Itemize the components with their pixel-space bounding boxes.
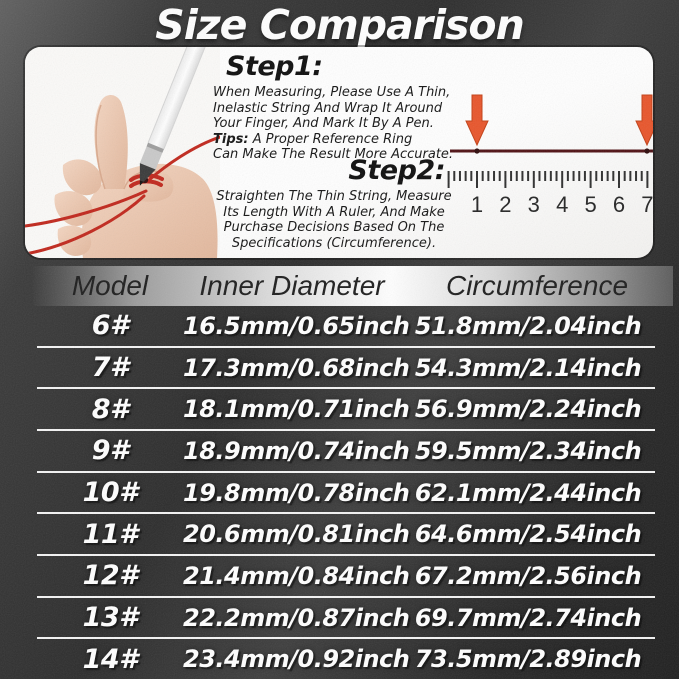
cell-circumference: 56.9mm/2.24inch bbox=[414, 395, 642, 424]
instruction-card: Step1: When Measuring, Please Use A Thin… bbox=[25, 47, 653, 258]
cell-inner-diameter: 20.6mm/0.81inch bbox=[183, 520, 410, 549]
ruler-number: 4 bbox=[556, 192, 568, 217]
cell-model: 8# bbox=[91, 393, 129, 425]
cell-circumference: 54.3mm/2.14inch bbox=[414, 353, 642, 382]
cell-circumference: 69.7mm/2.74inch bbox=[414, 603, 642, 632]
table-row: 7# 17.3mm/0.68inch 54.3mm/2.14inch bbox=[37, 348, 655, 390]
step2-heading: Step2: bbox=[348, 155, 445, 186]
ruler-number: 2 bbox=[499, 192, 511, 217]
table-row: 11# 20.6mm/0.81inch 64.6mm/2.54inch bbox=[37, 514, 655, 557]
header-circumference: Circumference bbox=[445, 270, 629, 301]
hand-photo-illustration bbox=[25, 47, 220, 258]
cell-inner-diameter: 18.9mm/0.74inch bbox=[183, 436, 410, 465]
cell-model: 11# bbox=[82, 518, 138, 550]
table-row: 9# 18.9mm/0.74inch 59.5mm/2.34inch bbox=[37, 431, 655, 473]
size-table-rows: 6# 16.5mm/0.65inch 51.8mm/2.04inch 7# 17… bbox=[0, 306, 679, 679]
table-row: 8# 18.1mm/0.71inch 56.9mm/2.24inch bbox=[37, 389, 655, 432]
table-row: 14# 23.4mm/0.92inch 73.5mm/2.89inch bbox=[37, 639, 655, 679]
string-mark-dot bbox=[474, 148, 480, 154]
cell-inner-diameter: 23.4mm/0.92inch bbox=[183, 645, 410, 674]
cell-circumference: 73.5mm/2.89inch bbox=[414, 645, 642, 674]
down-arrow-icon bbox=[635, 94, 653, 147]
table-row: 6# 16.5mm/0.65inch 51.8mm/2.04inch bbox=[37, 306, 655, 348]
cell-inner-diameter: 21.4mm/0.84inch bbox=[183, 561, 410, 590]
tips-text: A Proper Reference Ring bbox=[252, 131, 413, 147]
cell-inner-diameter: 18.1mm/0.71inch bbox=[183, 395, 410, 424]
cell-circumference: 62.1mm/2.44inch bbox=[414, 478, 642, 507]
header-model: Model bbox=[71, 270, 149, 301]
table-row: 12# 21.4mm/0.84inch 67.2mm/2.56inch bbox=[37, 556, 655, 598]
cell-model: 7# bbox=[91, 352, 129, 383]
table-header-row: Model Inner Diameter Circumference bbox=[33, 266, 673, 306]
ruler-number: 6 bbox=[613, 192, 625, 217]
tips-label: Tips: bbox=[213, 131, 249, 147]
cell-model: 10# bbox=[82, 477, 138, 509]
table-row: 13# 22.2mm/0.87inch 69.7mm/2.74inch bbox=[37, 598, 655, 640]
cell-inner-diameter: 17.3mm/0.68inch bbox=[183, 353, 410, 382]
cell-model: 14# bbox=[82, 643, 138, 675]
cell-inner-diameter: 19.8mm/0.78inch bbox=[183, 478, 410, 507]
ruler-number: 5 bbox=[584, 192, 596, 217]
cell-model: 13# bbox=[82, 602, 138, 634]
cell-circumference: 51.8mm/2.04inch bbox=[414, 311, 642, 340]
string-mark-dot bbox=[644, 148, 650, 154]
ruler-number: 3 bbox=[528, 192, 540, 217]
down-arrow-icon bbox=[465, 94, 489, 147]
cell-inner-diameter: 22.2mm/0.87inch bbox=[183, 603, 410, 632]
ruler-number: 1 bbox=[471, 192, 483, 217]
cell-model: 12# bbox=[82, 560, 138, 592]
step1-heading: Step1: bbox=[226, 51, 323, 82]
cell-model: 9# bbox=[91, 435, 129, 467]
header-inner-diameter: Inner Diameter bbox=[199, 270, 385, 301]
cell-circumference: 59.5mm/2.34inch bbox=[414, 436, 642, 465]
page-title: Size Comparison bbox=[155, 1, 525, 49]
cell-model: 6# bbox=[91, 310, 129, 342]
cell-circumference: 64.6mm/2.54inch bbox=[414, 520, 642, 549]
table-row: 10# 19.8mm/0.78inch 62.1mm/2.44inch bbox=[37, 473, 655, 515]
ruler-number: 7 bbox=[641, 192, 653, 217]
cell-inner-diameter: 16.5mm/0.65inch bbox=[183, 311, 410, 340]
cell-circumference: 67.2mm/2.56inch bbox=[414, 561, 642, 590]
